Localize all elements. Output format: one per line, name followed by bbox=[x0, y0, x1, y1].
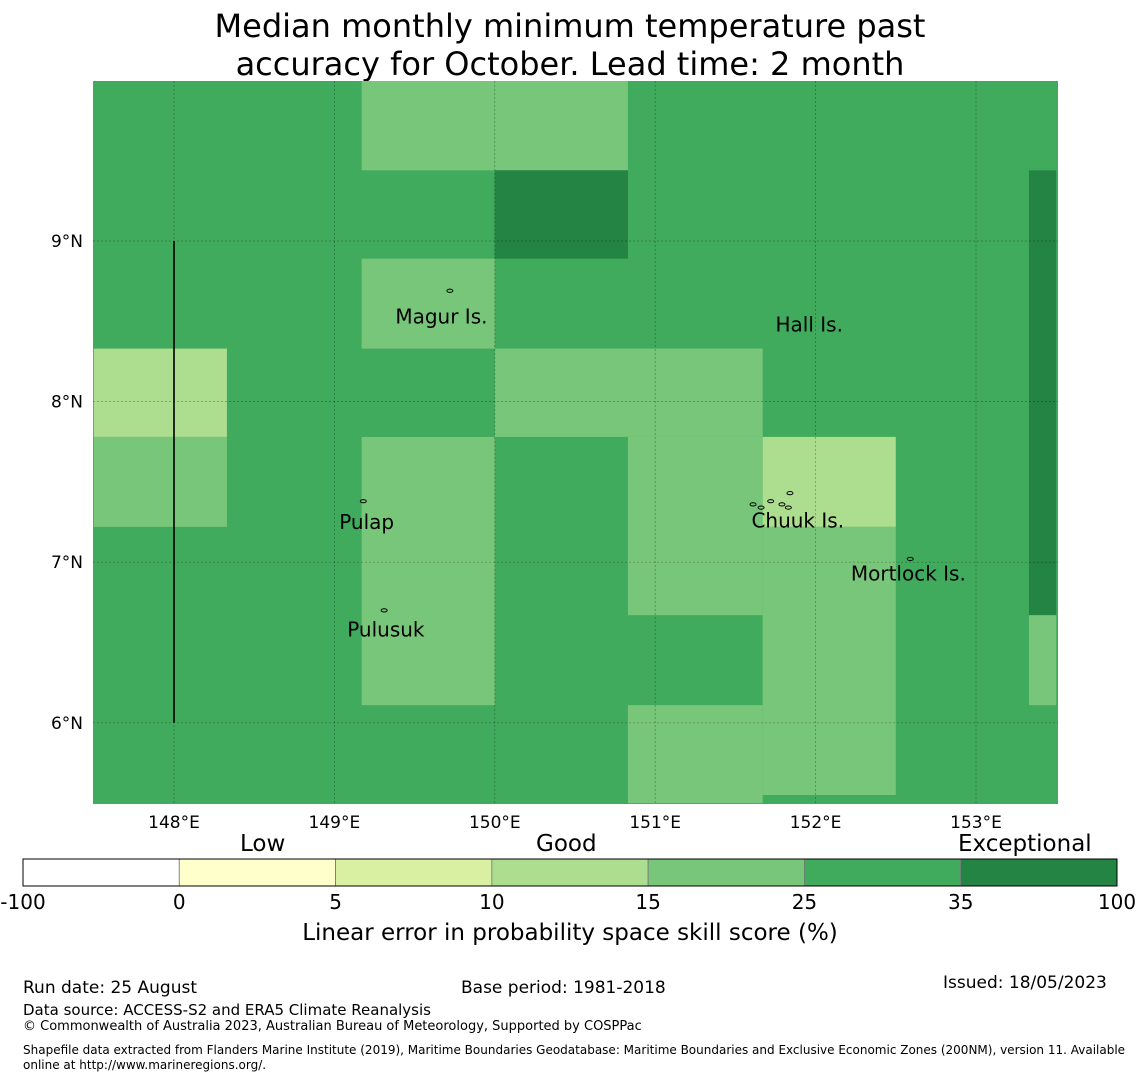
colorbar-axis-label: Linear error in probability space skill … bbox=[302, 920, 838, 946]
colorbar-tick-label: 10 bbox=[479, 890, 504, 914]
lon-tick-label: 152°E bbox=[790, 813, 842, 833]
copyright: © Commonwealth of Australia 2023, Austra… bbox=[23, 1019, 642, 1034]
lon-tick-label: 150°E bbox=[469, 813, 521, 833]
grid-cell bbox=[361, 258, 495, 349]
lat-tick-label: 8°N bbox=[51, 393, 83, 413]
lon-tick-label: 153°E bbox=[950, 813, 1002, 833]
axis-ticks: 148°E 149°E 150°E 151°E 152°E 153°E 9°N 8°N 7°N 6… bbox=[51, 232, 1002, 833]
island-outline bbox=[786, 491, 794, 496]
run-date: Run date: 25 August bbox=[23, 978, 197, 998]
colorbar: -100 0 5 10 15 25 35 100 bbox=[0, 858, 1136, 914]
lat-tick-label: 6°N bbox=[51, 714, 83, 734]
grid-cell bbox=[762, 436, 896, 527]
colorbar-bin bbox=[22, 858, 180, 887]
island-outline bbox=[784, 505, 792, 510]
map-title-line1: Median monthly minimum temperature past bbox=[214, 7, 926, 45]
grid-cell bbox=[627, 436, 763, 616]
colorbar-tick-label: -100 bbox=[0, 890, 45, 914]
map-title-line2: accuracy for October. Lead time: 2 month bbox=[235, 45, 905, 83]
graticule bbox=[93, 81, 1058, 804]
category-good: Good bbox=[536, 831, 597, 857]
grid-cell bbox=[361, 81, 495, 171]
grid-cell bbox=[494, 170, 628, 259]
grid-cell bbox=[762, 526, 896, 796]
colorbar-tick-label: 0 bbox=[173, 890, 186, 914]
place-label: Pulusuk bbox=[347, 618, 425, 642]
colorbar-bin bbox=[960, 858, 1118, 887]
colorbar-tick-label: 5 bbox=[329, 890, 342, 914]
island-outline bbox=[778, 502, 786, 507]
colorbar-tick-label: 100 bbox=[1098, 890, 1136, 914]
grid-cell bbox=[93, 348, 227, 437]
lon-tick-label: 151°E bbox=[629, 813, 681, 833]
colorbar-bin bbox=[335, 858, 493, 887]
island-outline bbox=[446, 288, 454, 293]
island-outline bbox=[767, 499, 775, 504]
island-outline bbox=[749, 502, 757, 507]
place-label: Hall Is. bbox=[776, 313, 843, 337]
skill-score-map: Magur Is. Hall Is. Pulap Chuuk Is. Mortlock … bbox=[0, 81, 1136, 914]
grid-cell bbox=[1028, 170, 1057, 616]
data-source: Data source: ACCESS-S2 and ERA5 Climate … bbox=[23, 1001, 431, 1019]
grid-cell bbox=[494, 81, 628, 171]
island-outline bbox=[906, 556, 914, 562]
grid-cells bbox=[93, 81, 1058, 804]
grid-cell bbox=[1028, 615, 1057, 706]
place-label: Mortlock Is. bbox=[851, 561, 966, 585]
grid-cell bbox=[627, 705, 763, 804]
shapefile-credit-line2: online at http://www.marineregions.org/. bbox=[23, 1058, 267, 1072]
place-label: Magur Is. bbox=[395, 304, 487, 328]
colorbar-tick-label: 35 bbox=[948, 890, 973, 914]
colorbar-bin bbox=[491, 858, 649, 887]
colorbar-tick-label: 25 bbox=[792, 890, 817, 914]
grid-cell bbox=[361, 436, 495, 706]
place-label: Chuuk Is. bbox=[751, 508, 844, 532]
lat-tick-label: 9°N bbox=[51, 232, 83, 252]
lon-tick-label: 148°E bbox=[148, 813, 200, 833]
colorbar-bin bbox=[804, 858, 962, 887]
map-features: Magur Is. Hall Is. Pulap Chuuk Is. Mortlock … bbox=[173, 241, 966, 723]
lon-tick-label: 149°E bbox=[309, 813, 361, 833]
grid-cell bbox=[93, 436, 227, 527]
lat-tick-label: 7°N bbox=[51, 553, 83, 573]
colorbar-bin bbox=[178, 858, 336, 887]
place-label: Pulap bbox=[339, 510, 394, 534]
category-low: Low bbox=[240, 831, 286, 857]
colorbar-bin bbox=[647, 858, 805, 887]
island-outline bbox=[359, 499, 367, 504]
grid-cell bbox=[494, 348, 763, 437]
shapefile-credit-line1: Shapefile data extracted from Flanders M… bbox=[23, 1043, 1126, 1057]
colorbar-tick-label: 15 bbox=[635, 890, 660, 914]
issued-date: Issued: 18/05/2023 bbox=[943, 973, 1107, 993]
base-period: Base period: 1981-2018 bbox=[461, 978, 666, 998]
colorbar-frame bbox=[22, 858, 1118, 887]
island-outline bbox=[380, 608, 388, 613]
category-exceptional: Exceptional bbox=[958, 831, 1092, 857]
island-outline bbox=[757, 505, 765, 510]
